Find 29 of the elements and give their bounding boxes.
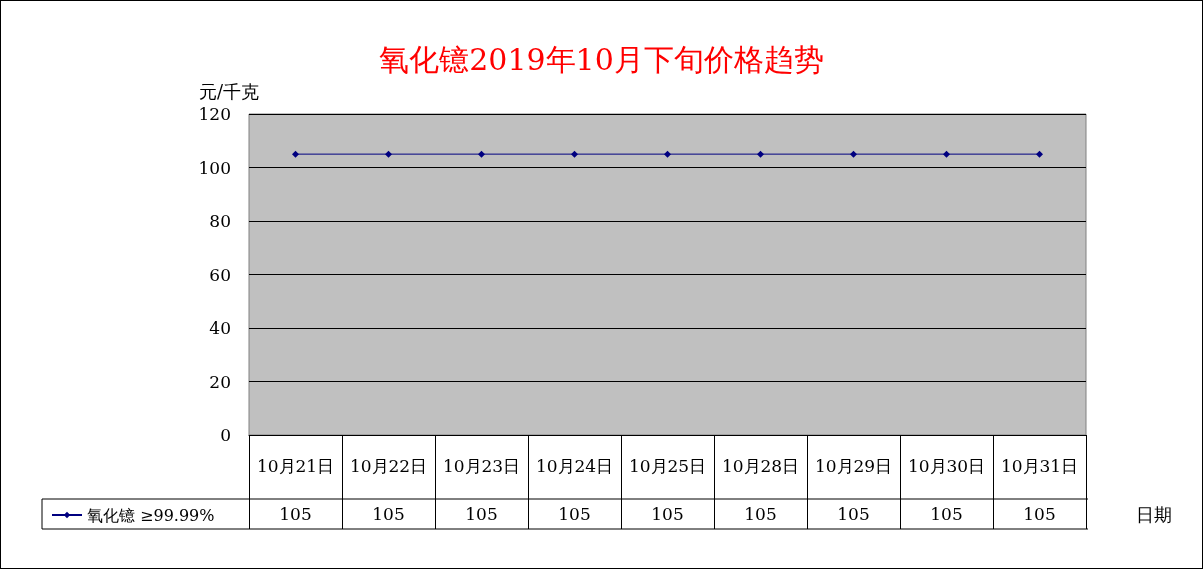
data-label: 105 (1023, 504, 1056, 524)
data-label: 105 (744, 504, 777, 524)
data-label: 105 (558, 504, 591, 524)
data-label: 105 (651, 504, 684, 524)
data-label: 105 (372, 504, 405, 524)
x-tick-label: 10月25日 (628, 455, 707, 476)
data-label: 105 (279, 504, 312, 524)
y-tick-label: 80 (209, 211, 231, 231)
data-label: 105 (930, 504, 963, 524)
y-tick-label: 100 (198, 157, 231, 178)
chart-title: 氧化镱2019年10月下旬价格趋势 (379, 41, 824, 77)
data-label: 105 (837, 504, 870, 524)
y-tick-label: 120 (198, 104, 231, 124)
x-tick-label: 10月22日 (349, 455, 428, 476)
legend-label: 氧化镱 ≥99.99% (87, 505, 215, 525)
data-label: 105 (465, 504, 498, 524)
x-tick-label: 10月28日 (721, 455, 800, 476)
y-tick-label: 40 (209, 318, 231, 338)
x-tick-label: 10月29日 (814, 455, 893, 476)
y-axis-title: 元/千克 (198, 80, 260, 102)
x-tick-label: 10月21日 (256, 455, 335, 476)
y-tick-label: 20 (209, 371, 231, 392)
x-axis-title: 日期 (1136, 503, 1172, 525)
x-tick-label: 10月31日 (1000, 455, 1079, 476)
y-tick-label: 0 (220, 425, 231, 445)
x-tick-label: 10月30日 (907, 455, 986, 476)
x-tick-label: 10月23日 (442, 455, 521, 476)
x-tick-label: 10月24日 (535, 455, 614, 476)
y-tick-label: 60 (209, 264, 231, 285)
